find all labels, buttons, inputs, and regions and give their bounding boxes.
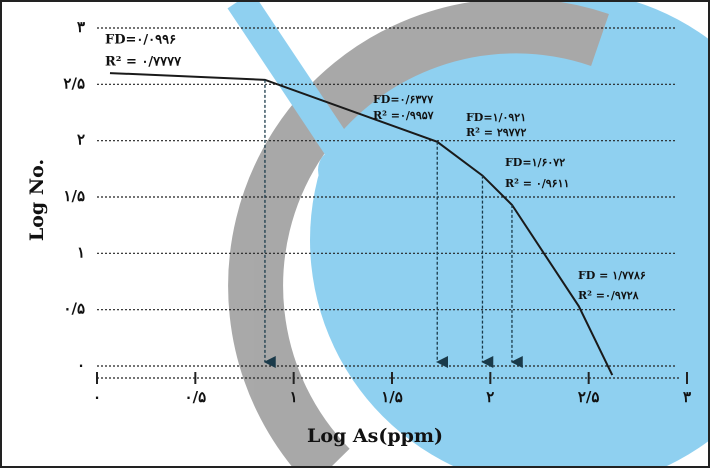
annotation-r2: R² =۰/۹۹۵۷ [373, 109, 434, 122]
annotation-fd: FD=۱/۰۹۲۱ [466, 111, 526, 124]
annotation-fd: FD=۰/۶۳۷۷ [373, 93, 433, 106]
x-tick-label: ۱ [290, 388, 298, 406]
watermark-arc [228, 0, 609, 468]
watermark [227, 0, 710, 468]
y-tick-label: ۲/۵ [63, 74, 85, 92]
y-axis-label: Log No. [26, 159, 48, 241]
x-tick-label: ۲ [486, 388, 494, 406]
x-tick-label: ۰/۵ [185, 388, 207, 406]
y-tick-label: ۱/۵ [63, 187, 85, 205]
x-tick-label: ۱/۵ [381, 388, 403, 406]
y-tick-label: ۳ [77, 18, 85, 36]
annotation-r2: R² = ۰/۹۶۱۱ [505, 177, 569, 190]
watermark-dot [318, 148, 362, 192]
annotation-fd: FD=۱/۶۰۷۲ [505, 156, 565, 169]
y-tick-label: ۲ [77, 131, 85, 149]
y-tick-label: ۰/۵ [63, 300, 85, 318]
y-tick-label: ۰ [77, 356, 85, 374]
x-axis-label: Log As(ppm) [307, 425, 443, 447]
x-tick-label: ۰ [93, 388, 101, 406]
annotation-fd: FD = ۱/۷۷۸۶ [578, 269, 646, 282]
watermark-stroke [227, 0, 353, 159]
annotation-r2: R² = ۲۹۷۷۲ [466, 126, 526, 139]
x-tick-label: ۲/۵ [578, 388, 600, 406]
annotation-fd: FD=۰/۰۹۹۶ [105, 33, 176, 48]
watermark-circle [310, 0, 710, 468]
y-tick-label: ۱ [77, 243, 85, 261]
annotation-r2: R² =۰/۹۷۲۸ [578, 289, 639, 302]
annotation-r2: R² = ۰/۷۷۷۷ [105, 55, 182, 70]
x-tick-label: ۳ [683, 388, 691, 406]
